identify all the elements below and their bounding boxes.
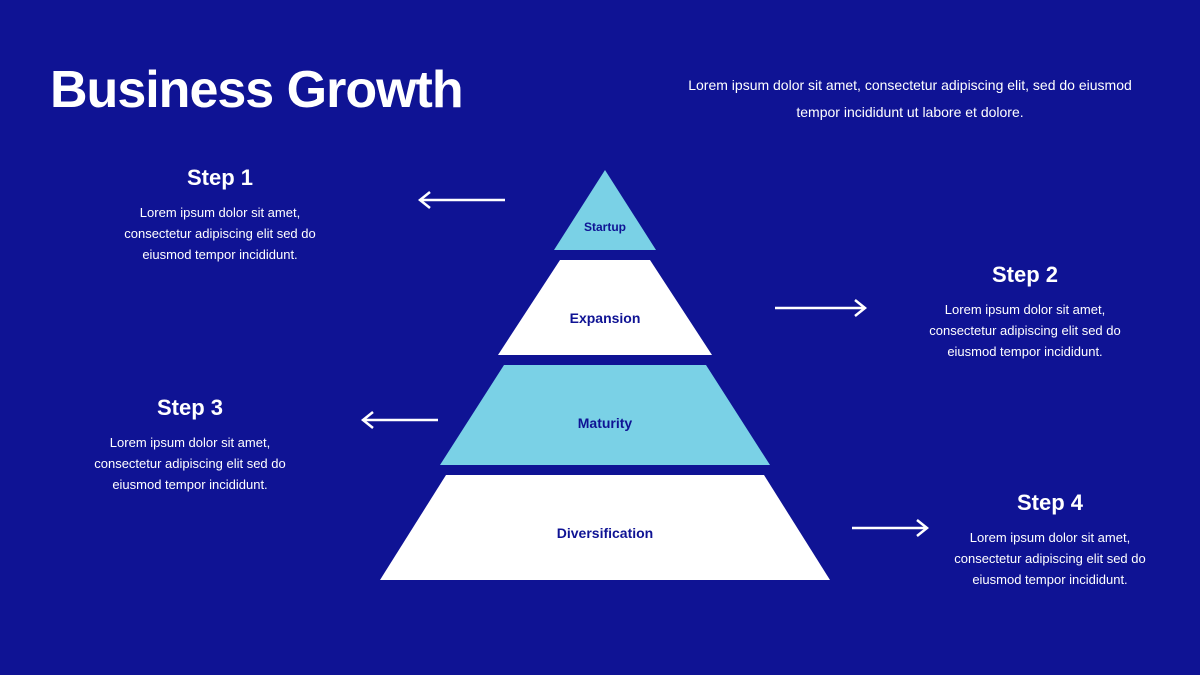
step-4: Step 4 Lorem ipsum dolor sit amet, conse… [945,490,1155,590]
page-title: Business Growth [50,60,463,120]
page-subtitle: Lorem ipsum dolor sit amet, consectetur … [670,72,1150,125]
step-2-body: Lorem ipsum dolor sit amet, consectetur … [920,300,1130,362]
arrow-1 [405,185,510,215]
step-4-title: Step 4 [945,490,1155,516]
arrow-2 [770,293,880,323]
step-4-body: Lorem ipsum dolor sit amet, consectetur … [945,528,1155,590]
pyramid-tier-1 [554,170,656,250]
step-2: Step 2 Lorem ipsum dolor sit amet, conse… [920,262,1130,362]
step-3: Step 3 Lorem ipsum dolor sit amet, conse… [85,395,295,495]
arrow-4 [847,513,942,543]
arrow-3 [348,405,443,435]
tier-label-1: Startup [584,220,626,234]
step-2-title: Step 2 [920,262,1130,288]
pyramid-tier-2 [498,260,712,355]
step-1-body: Lorem ipsum dolor sit amet, consectetur … [115,203,325,265]
step-1-title: Step 1 [115,165,325,191]
step-3-body: Lorem ipsum dolor sit amet, consectetur … [85,433,295,495]
tier-label-2: Expansion [570,310,641,326]
step-3-title: Step 3 [85,395,295,421]
step-1: Step 1 Lorem ipsum dolor sit amet, conse… [115,165,325,265]
tier-label-4: Diversification [557,525,653,541]
tier-label-3: Maturity [578,415,632,431]
